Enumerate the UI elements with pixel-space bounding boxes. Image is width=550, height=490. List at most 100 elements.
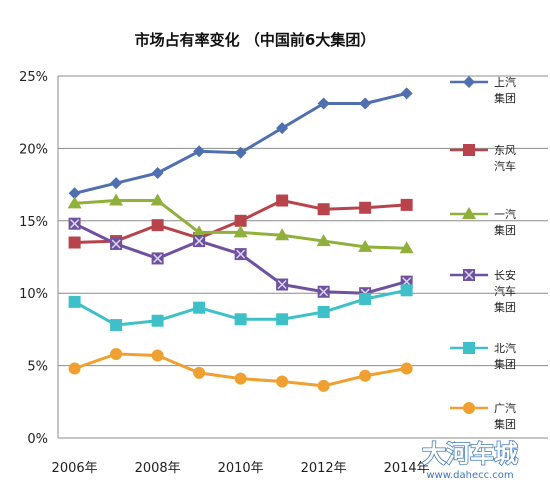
data-point xyxy=(193,145,206,158)
data-point xyxy=(234,248,247,261)
data-point xyxy=(193,366,206,379)
data-point xyxy=(276,194,289,207)
data-point xyxy=(359,201,372,214)
data-point xyxy=(317,97,330,110)
series-3 xyxy=(67,193,414,254)
y-tick-label: 25% xyxy=(19,70,48,85)
data-point xyxy=(463,144,475,156)
data-point-cross xyxy=(464,270,474,280)
data-point xyxy=(150,193,165,206)
legend-label: 北汽 xyxy=(494,341,516,355)
x-tick-label: 2010年 xyxy=(218,461,264,476)
legend-label: 一汽 xyxy=(494,207,516,221)
legend-label: 上汽 xyxy=(494,75,516,89)
y-tick-label: 15% xyxy=(19,215,48,230)
watermark: 大河车城 www.dahecc.com xyxy=(421,439,519,481)
legend-label: 汽车 xyxy=(494,159,516,173)
legend-label: 集团 xyxy=(494,91,516,105)
data-point xyxy=(359,292,372,305)
y-tick-label: 10% xyxy=(19,287,48,302)
data-point xyxy=(193,301,206,314)
series-1 xyxy=(68,87,413,200)
data-point-cross xyxy=(153,253,163,263)
data-point xyxy=(359,97,372,110)
legend-label: 集团 xyxy=(494,417,516,431)
data-point xyxy=(399,241,414,254)
data-point-cross xyxy=(319,287,329,297)
legend-label: 东风 xyxy=(494,144,516,157)
data-point xyxy=(400,87,413,100)
data-point xyxy=(463,269,475,281)
data-point xyxy=(68,187,81,200)
data-point xyxy=(110,319,123,332)
data-point xyxy=(317,203,330,216)
data-point xyxy=(400,284,413,297)
data-point xyxy=(316,234,331,247)
legend-label: 集团 xyxy=(494,357,516,371)
data-point xyxy=(462,207,476,219)
data-point xyxy=(234,214,247,227)
data-point xyxy=(463,76,475,88)
data-point xyxy=(317,285,330,298)
series-lines xyxy=(67,87,414,392)
data-point xyxy=(151,314,164,327)
data-point-cross xyxy=(70,219,80,229)
series-5 xyxy=(68,284,413,332)
series-line xyxy=(74,91,408,195)
data-point xyxy=(151,252,164,265)
data-point xyxy=(463,402,475,414)
legend-label: 长安 xyxy=(494,268,516,282)
y-tick-label: 0% xyxy=(27,432,48,447)
data-point xyxy=(276,313,289,326)
x-tick-label: 2014年 xyxy=(384,461,430,476)
data-point xyxy=(68,362,81,375)
data-point xyxy=(276,122,289,135)
data-point xyxy=(463,342,475,354)
data-point xyxy=(358,239,373,252)
legend-label: 汽车 xyxy=(494,284,516,298)
data-point xyxy=(359,369,372,382)
data-point xyxy=(151,219,164,232)
data-point-cross xyxy=(111,239,121,249)
y-tick-label: 20% xyxy=(19,142,48,157)
axes: 0% 5% 10% 15% 20% 25% 2006年 2008年 2010年 2012年 2014… xyxy=(19,70,548,476)
data-point xyxy=(110,237,123,250)
y-tick-label: 5% xyxy=(27,360,48,375)
data-point-cross xyxy=(236,249,246,259)
x-tick-label: 2008年 xyxy=(135,461,181,476)
legend-label: 集团 xyxy=(494,300,516,314)
data-point xyxy=(317,379,330,392)
data-point-cross xyxy=(402,277,412,287)
data-point xyxy=(193,235,206,248)
data-point-cross xyxy=(194,236,204,246)
data-point xyxy=(110,348,123,361)
data-point xyxy=(275,228,290,241)
data-point xyxy=(67,196,82,209)
data-point xyxy=(109,193,124,206)
chart-title: 市场占有率变化 （中国前6大集团） xyxy=(135,31,376,49)
data-point xyxy=(68,217,81,230)
data-point xyxy=(400,198,413,211)
data-point xyxy=(400,362,413,375)
legend-label: 广汽 xyxy=(494,401,516,415)
watermark-url: www.dahecc.com xyxy=(426,470,513,481)
data-point xyxy=(110,177,123,190)
data-point xyxy=(68,236,81,249)
data-point xyxy=(234,146,247,159)
data-point xyxy=(68,295,81,308)
x-tick-label: 2006年 xyxy=(52,461,98,476)
watermark-brand: 大河车城 xyxy=(422,440,518,468)
data-point xyxy=(192,225,207,238)
data-point xyxy=(276,375,289,388)
data-point xyxy=(234,313,247,326)
data-point xyxy=(233,225,248,238)
legend-label: 集团 xyxy=(494,223,516,237)
